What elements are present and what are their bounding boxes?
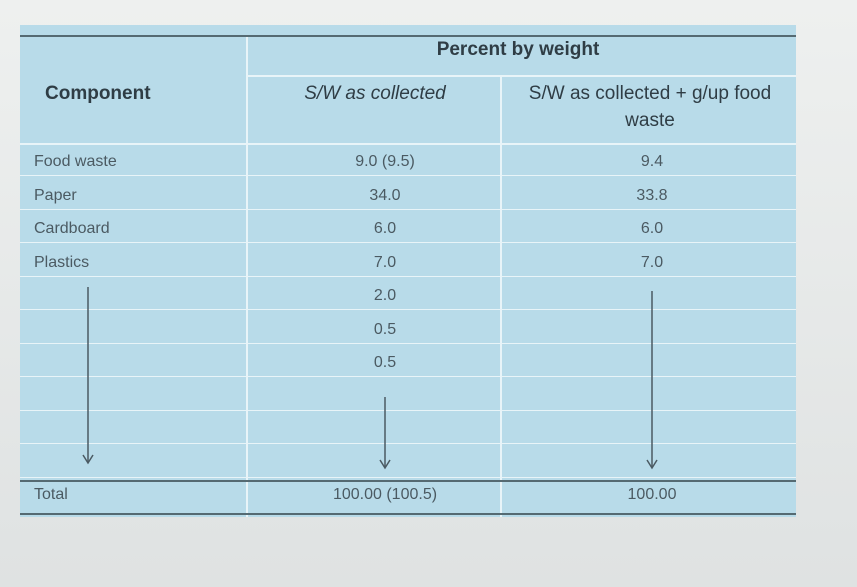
value: 9.4 (640, 153, 664, 170)
row-rule (20, 342, 796, 344)
column-rule (500, 77, 502, 517)
component: Food waste (34, 153, 117, 170)
value: 7.0 (373, 253, 397, 271)
row-rule (20, 275, 796, 277)
total-rule (20, 480, 796, 482)
value: 6.0 (640, 220, 664, 237)
row-rule (20, 376, 796, 377)
value: 33.8 (636, 186, 668, 204)
value: 100.00 (627, 486, 677, 503)
row-rule (20, 409, 796, 411)
row-rule (20, 309, 796, 310)
table: Percent by weight Component S/W as colle… (20, 25, 796, 517)
header-rule (20, 143, 796, 145)
column-rule (246, 37, 248, 517)
row-rule (20, 443, 796, 444)
value: 6.0 (373, 220, 397, 237)
row-rule (20, 175, 796, 176)
row-rule (20, 242, 796, 243)
group-title: Percent by weight (436, 39, 600, 60)
column-header: S/W as collected (304, 83, 446, 104)
arrows (82, 287, 658, 470)
column-header: S/W as collected + g/up food waste (528, 83, 772, 131)
value: 9.0 (9.5) (355, 153, 415, 170)
group-rule (248, 75, 796, 77)
component: Cardboard (34, 220, 110, 237)
value: 0.5 (373, 354, 397, 371)
value: 7.0 (640, 253, 664, 271)
component: Paper (34, 186, 77, 204)
value: 2.0 (373, 287, 397, 304)
row-rule (20, 476, 796, 478)
top-rule (20, 35, 796, 37)
value: 100.00 (100.5) (332, 486, 438, 503)
value: 34.0 (369, 186, 401, 204)
row-rule (20, 208, 796, 210)
component: Total (34, 486, 68, 503)
value: 0.5 (373, 320, 397, 338)
component: Plastics (34, 253, 90, 271)
bottom-rule (20, 513, 796, 515)
column-header: Component (45, 83, 151, 104)
